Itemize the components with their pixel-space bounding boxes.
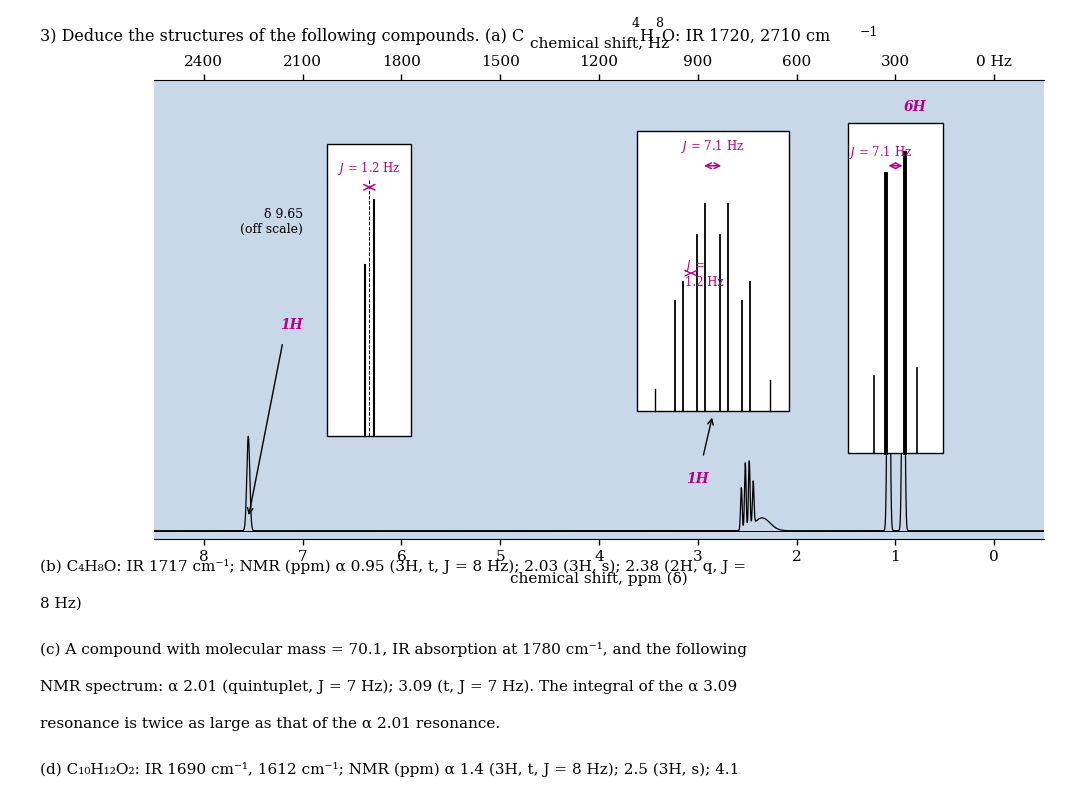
Text: resonance is twice as large as that of the α 2.01 resonance.: resonance is twice as large as that of t… xyxy=(40,717,501,731)
Text: (b) C₄H₈O: IR 1717 cm⁻¹; NMR (ppm) α 0.95 (3H, t, J = 8 Hz); 2.03 (3H, s); 2.38 : (b) C₄H₈O: IR 1717 cm⁻¹; NMR (ppm) α 0.9… xyxy=(40,559,747,574)
Text: 3) Deduce the structures of the following compounds. (a) C: 3) Deduce the structures of the followin… xyxy=(40,28,525,45)
Text: 8: 8 xyxy=(655,18,663,30)
Text: H: H xyxy=(639,28,653,45)
Text: $J$ = 1.2 Hz: $J$ = 1.2 Hz xyxy=(338,160,400,177)
Text: δ 9.65
(off scale): δ 9.65 (off scale) xyxy=(240,208,302,236)
Text: O: IR 1720, 2710 cm: O: IR 1720, 2710 cm xyxy=(662,28,831,45)
Bar xyxy=(637,131,789,411)
Text: −1: −1 xyxy=(859,26,878,38)
Text: (d) C₁₀H₁₂O₂: IR 1690 cm⁻¹, 1612 cm⁻¹; NMR (ppm) α 1.4 (3H, t, J = 8 Hz); 2.5 (3: (d) C₁₀H₁₂O₂: IR 1690 cm⁻¹, 1612 cm⁻¹; N… xyxy=(40,762,740,777)
Text: 1H: 1H xyxy=(687,472,709,487)
X-axis label: chemical shift, Hz: chemical shift, Hz xyxy=(529,36,669,50)
Text: 6H: 6H xyxy=(904,100,927,114)
X-axis label: chemical shift, ppm (δ): chemical shift, ppm (δ) xyxy=(510,572,688,586)
Text: 1H: 1H xyxy=(280,318,302,332)
Bar xyxy=(327,145,411,436)
Bar xyxy=(848,123,943,454)
Text: $J$ =
1.2 Hz: $J$ = 1.2 Hz xyxy=(685,257,723,288)
Text: NMR spectrum: α 2.01 (quintuplet, J = 7 Hz); 3.09 (t, J = 7 Hz). The integral of: NMR spectrum: α 2.01 (quintuplet, J = 7 … xyxy=(40,679,738,694)
Text: 8 Hz): 8 Hz) xyxy=(40,597,82,611)
Text: $J$ = 7.1 Hz: $J$ = 7.1 Hz xyxy=(682,138,744,155)
Text: (c) A compound with molecular mass = 70.1, IR absorption at 1780 cm⁻¹, and the f: (c) A compound with molecular mass = 70.… xyxy=(40,642,748,657)
Text: $J$ = 7.1 Hz: $J$ = 7.1 Hz xyxy=(849,145,913,161)
Text: 4: 4 xyxy=(632,18,640,30)
